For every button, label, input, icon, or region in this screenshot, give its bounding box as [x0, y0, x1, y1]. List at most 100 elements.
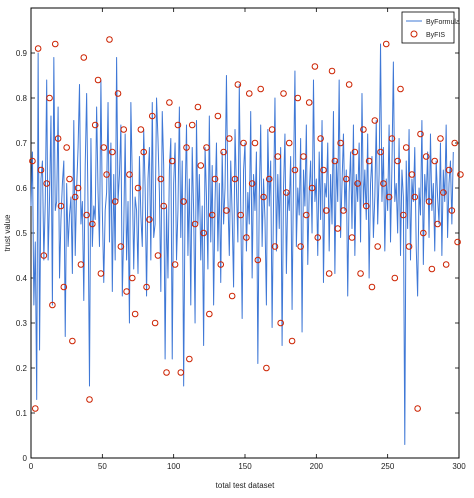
- data-point-byfis: [89, 220, 96, 228]
- data-point-byfis: [391, 274, 399, 282]
- data-point-byfis: [271, 243, 279, 250]
- y-tick-label: 0.5: [16, 229, 28, 238]
- data-point-byfis: [43, 180, 50, 187]
- x-axis-title: total test dataset: [216, 481, 275, 490]
- data-point-byfis: [171, 261, 179, 268]
- data-point-byfis: [428, 265, 436, 273]
- data-point-byfis: [294, 94, 302, 102]
- data-point-byfis: [308, 184, 316, 192]
- data-point-byfis: [211, 175, 219, 183]
- data-point-byfis: [368, 283, 376, 291]
- x-tick-label: 250: [381, 462, 395, 471]
- data-point-byfis: [51, 40, 59, 48]
- data-point-byfis: [374, 243, 381, 250]
- data-point-byfis: [448, 207, 456, 214]
- data-point-byfis: [157, 175, 165, 183]
- data-point-byfis: [263, 364, 270, 372]
- data-point-byfis: [245, 90, 253, 97]
- data-point-byfis: [131, 310, 139, 318]
- x-tick-label: 100: [167, 462, 181, 471]
- data-point-byfis: [397, 85, 404, 93]
- data-point-byfis: [80, 54, 88, 61]
- data-point-byfis: [291, 166, 299, 174]
- data-point-byfis: [320, 166, 327, 174]
- data-point-byfis: [402, 144, 410, 151]
- data-point-byfis: [371, 117, 379, 124]
- data-point-byfis: [254, 256, 262, 264]
- x-tick-label: 50: [98, 462, 107, 471]
- data-point-byfis: [208, 211, 216, 219]
- plot-frame: [30, 7, 460, 459]
- data-point-byfis: [248, 180, 256, 187]
- data-point-byfis: [337, 139, 344, 147]
- axis-tick-labels: 0 50 100 150 200 250 300 0 0.1 0.2 0.3 0.4 0.5 0.6 0.7…: [16, 49, 466, 471]
- data-point-byfis: [49, 301, 56, 309]
- data-point-byfis: [325, 270, 333, 277]
- data-point-byfis: [451, 139, 459, 147]
- data-point-byfis: [174, 121, 182, 129]
- data-point-byfis: [405, 243, 413, 250]
- data-point-byfis: [86, 396, 93, 403]
- data-point-byfis: [77, 261, 85, 268]
- data-point-byfis: [251, 139, 259, 147]
- data-point-byfis: [237, 211, 245, 219]
- data-point-byfis: [305, 99, 313, 106]
- data-point-byfis: [388, 135, 396, 142]
- data-point-byfis: [126, 171, 133, 178]
- data-point-byfis: [214, 112, 222, 120]
- data-point-byfis: [311, 63, 319, 70]
- data-point-byfis: [382, 40, 390, 48]
- data-point-byfis: [314, 234, 322, 241]
- data-point-byfis: [380, 180, 387, 187]
- data-point-byfis: [186, 355, 193, 363]
- data-point-byfis: [394, 157, 401, 165]
- y-tick-label: 0: [23, 454, 28, 463]
- data-point-byfis: [360, 126, 367, 133]
- data-point-byfis: [274, 153, 282, 160]
- y-axis-title: trust value: [3, 214, 12, 251]
- legend-label-byfis: ByFIS: [426, 32, 445, 39]
- data-point-byfis: [340, 207, 347, 214]
- y-tick-label: 0.3: [16, 319, 28, 328]
- data-point-byfis: [442, 261, 450, 268]
- data-point-byfis: [331, 157, 339, 165]
- data-point-byfis: [377, 148, 384, 156]
- data-point-byfis: [168, 157, 176, 165]
- data-point-byfis: [191, 220, 199, 228]
- data-point-byfis: [117, 243, 125, 250]
- data-point-byfis: [234, 81, 242, 88]
- data-point-byfis: [177, 369, 185, 376]
- data-point-byfis: [140, 148, 148, 156]
- data-point-byfis: [317, 135, 324, 142]
- data-point-byfis: [106, 36, 113, 43]
- data-point-byfis: [194, 103, 202, 111]
- data-point-byfis: [180, 198, 187, 205]
- data-point-byfis: [434, 220, 441, 228]
- data-point-byfis: [220, 148, 227, 156]
- data-point-byfis: [357, 270, 364, 277]
- data-point-byfis: [243, 234, 250, 241]
- data-point-byfis: [425, 198, 433, 205]
- y-tick-label: 0.9: [16, 49, 28, 58]
- y-tick-label: 0.2: [16, 364, 28, 373]
- data-point-byfis: [54, 135, 62, 142]
- data-point-byfis: [457, 171, 464, 178]
- data-point-byfis: [437, 135, 444, 142]
- data-point-byfis: [420, 229, 427, 237]
- data-point-byfis: [440, 189, 447, 196]
- data-point-byfis: [348, 234, 356, 241]
- data-point-byfis: [400, 211, 407, 219]
- data-point-byfis: [151, 319, 159, 327]
- data-point-byfis: [114, 90, 122, 97]
- legend-label-byformula: ByFormula: [426, 19, 460, 26]
- series-line-byformula: [30, 43, 454, 445]
- data-point-byfis: [37, 166, 45, 174]
- data-point-byfis: [137, 126, 145, 133]
- series-markers: [29, 36, 464, 412]
- data-point-byfis: [34, 45, 42, 52]
- data-point-byfis: [188, 121, 196, 129]
- legend-box: [401, 11, 455, 44]
- data-point-byfis: [31, 405, 39, 412]
- data-point-byfis: [231, 175, 239, 183]
